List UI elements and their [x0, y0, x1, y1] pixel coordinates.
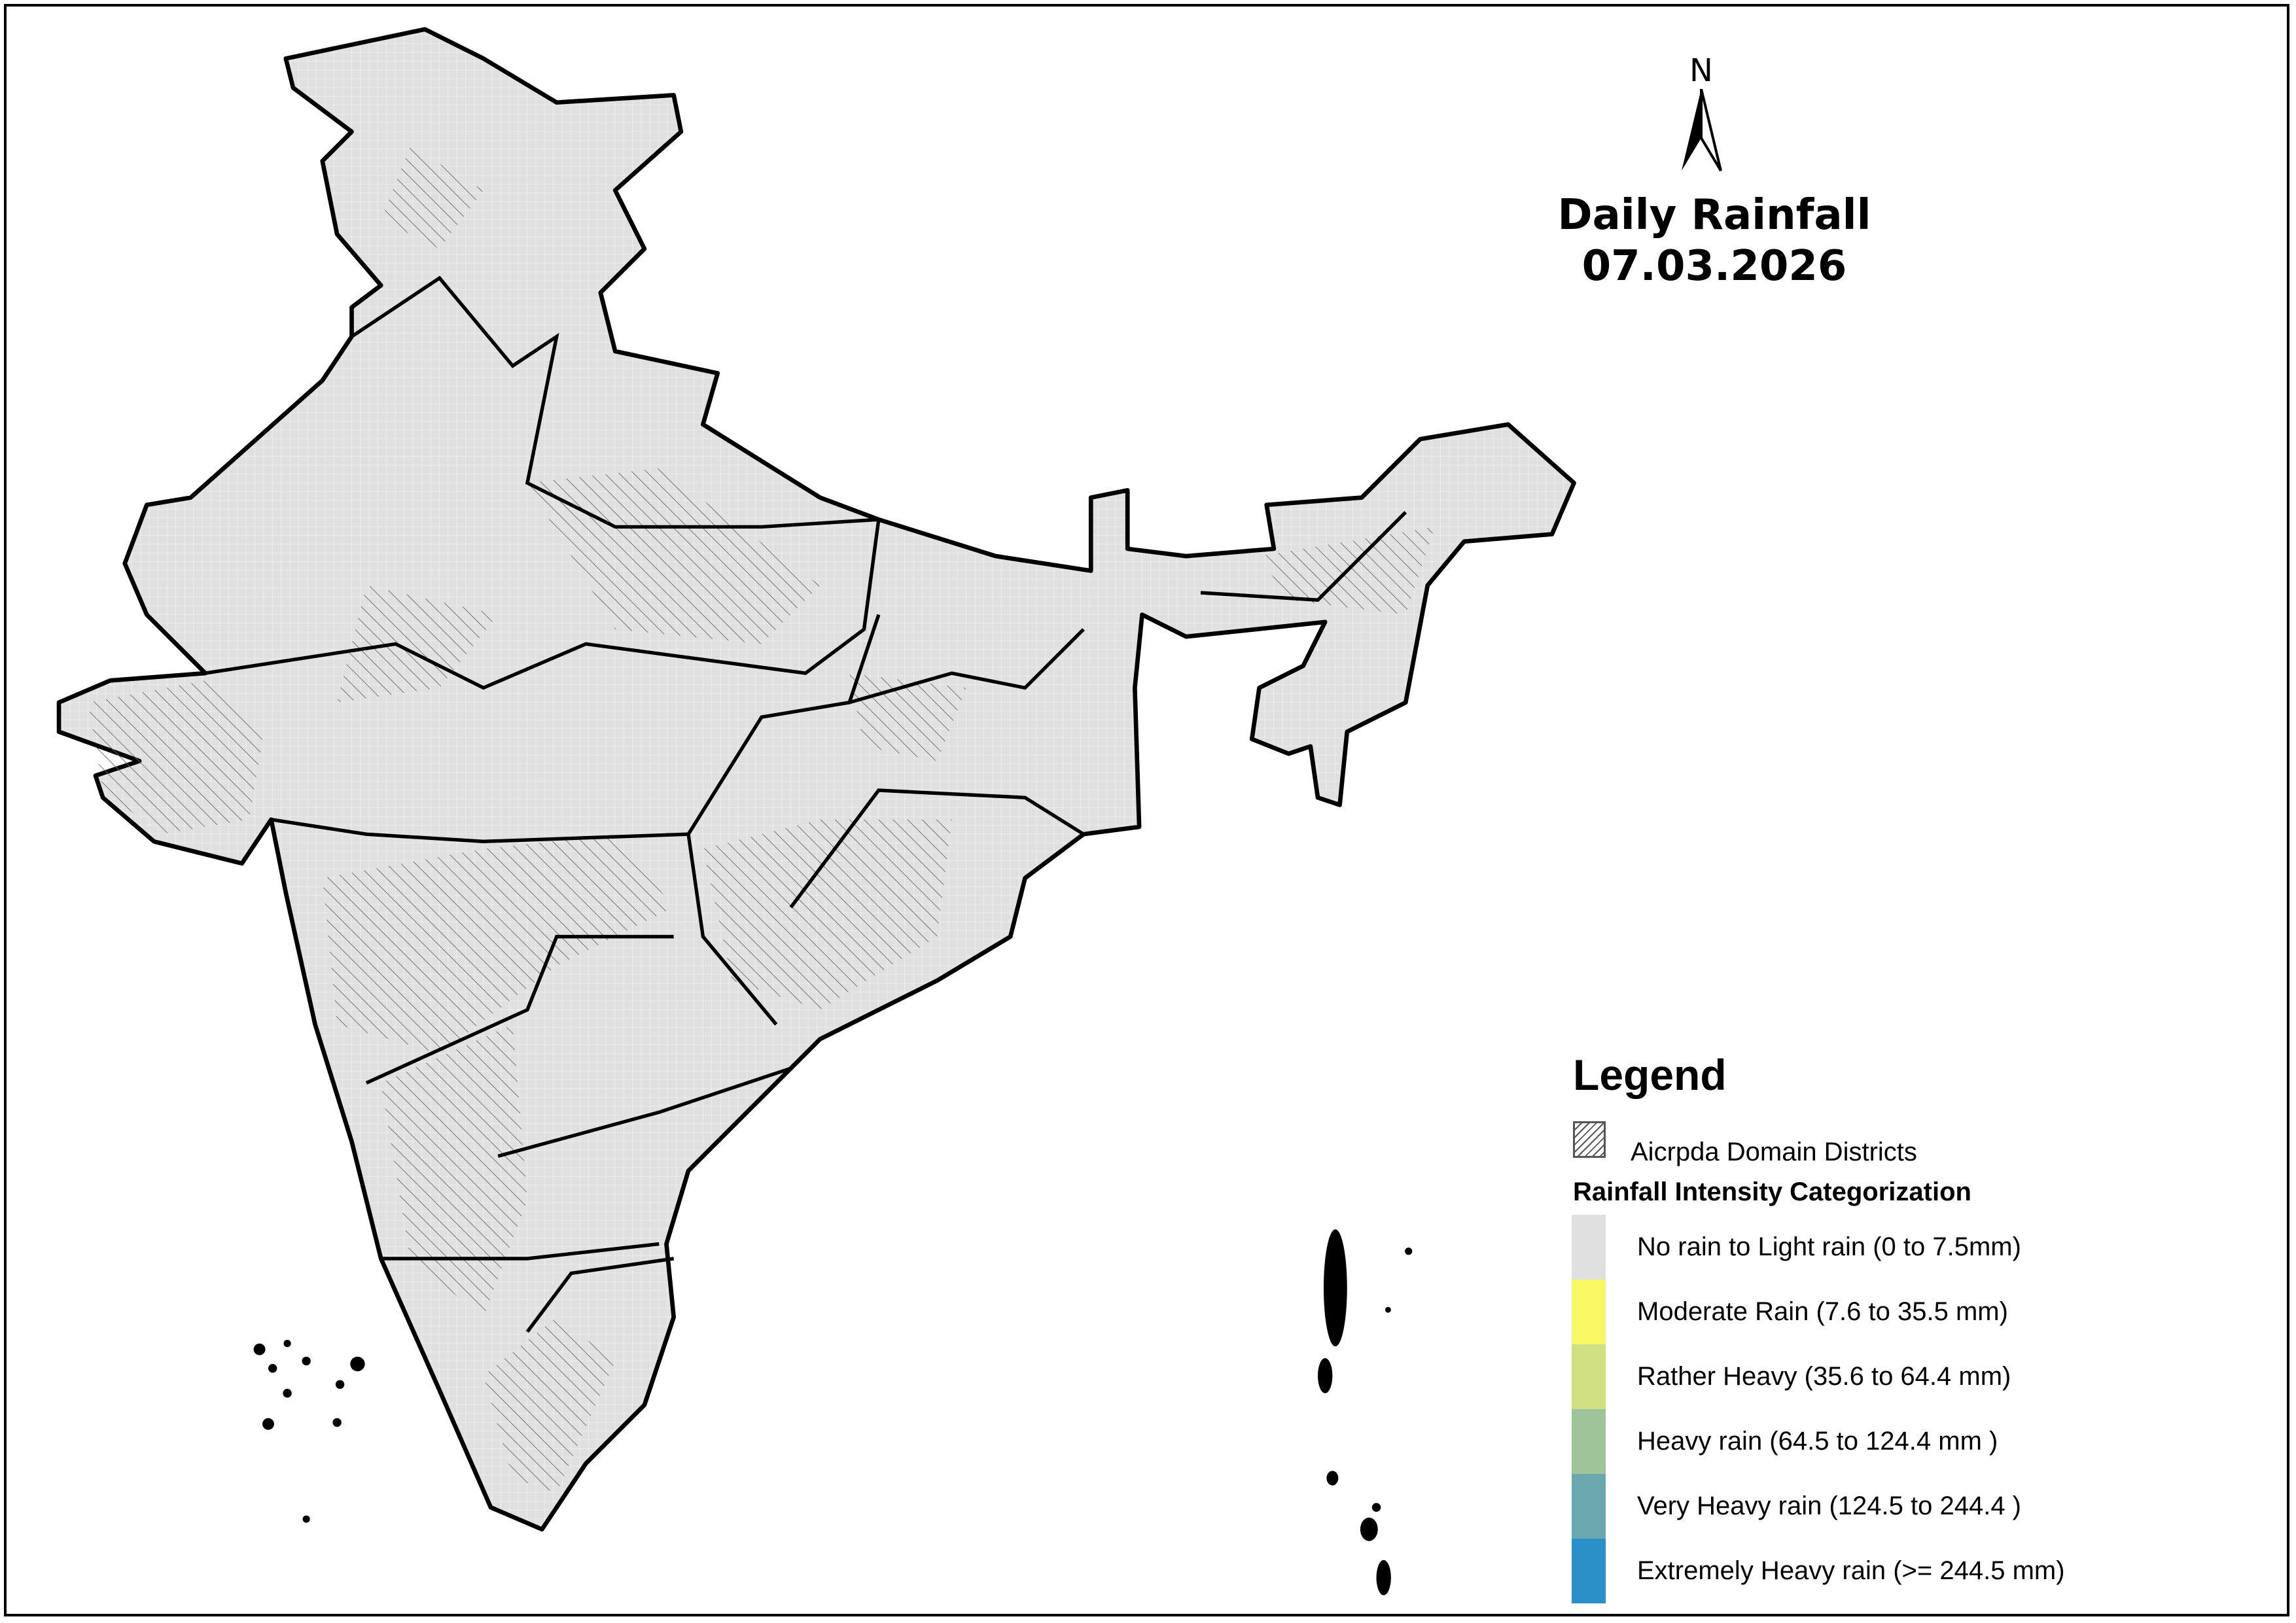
legend-title: Legend	[1573, 1051, 1727, 1099]
legend-item-domain-districts: Aicrpda Domain Districts	[1565, 1111, 2219, 1167]
legend-label: No rain to Light rain (0 to 7.5mm)	[1637, 1232, 2021, 1261]
map-frame	[4, 4, 2289, 1616]
category-list: No rain to Light rain (0 to 7.5mm) Moder…	[1565, 1215, 2219, 1603]
legend-label: Heavy rain (64.5 to 124.4 mm )	[1637, 1427, 1998, 1456]
legend-item: Moderate Rain (7.6 to 35.5 mm)	[1565, 1280, 2219, 1344]
color-swatch	[1572, 1280, 1606, 1344]
state-borders	[205, 275, 1407, 1333]
legend: Legend Aicrpda Domain Districts Rainfall…	[1565, 1050, 2219, 1603]
andaman-nicobar-islands	[1318, 1229, 1413, 1596]
hatch-swatch-icon	[1573, 1121, 1606, 1158]
map-title: Daily Rainfall 07.03.2026	[1505, 190, 1924, 292]
legend-item: Very Heavy rain (124.5 to 244.4 )	[1565, 1474, 2219, 1539]
legend-item: Heavy rain (64.5 to 124.4 mm )	[1565, 1409, 2219, 1474]
north-arrow: N	[1662, 52, 1740, 184]
color-swatch	[1572, 1215, 1606, 1280]
legend-label: Moderate Rain (7.6 to 35.5 mm)	[1637, 1297, 2008, 1326]
color-swatch	[1572, 1539, 1606, 1603]
color-swatch	[1572, 1409, 1606, 1474]
legend-label: Very Heavy rain (124.5 to 244.4 )	[1637, 1492, 2021, 1520]
title-date: 07.03.2026	[1581, 242, 1847, 290]
title-line-1: Daily Rainfall	[1557, 191, 1871, 239]
north-arrow-icon	[1682, 88, 1722, 172]
legend-label: Extremely Heavy rain (>= 244.5 mm)	[1637, 1556, 2065, 1585]
india-mainland	[56, 27, 1576, 1532]
aicrpda-domain-hatched-areas	[88, 146, 1435, 1493]
legend-item: Rather Heavy (35.6 to 64.4 mm)	[1565, 1344, 2219, 1409]
legend-item: Extremely Heavy rain (>= 244.5 mm)	[1565, 1539, 2219, 1603]
color-swatch	[1572, 1474, 1606, 1539]
lakshadweep-islands	[253, 1340, 365, 1523]
legend-label: Rather Heavy (35.6 to 64.4 mm)	[1637, 1362, 2011, 1391]
category-title: Rainfall Intensity Categorization	[1573, 1178, 1971, 1206]
north-label: N	[1689, 52, 1713, 89]
color-swatch	[1572, 1344, 1606, 1409]
legend-item: No rain to Light rain (0 to 7.5mm)	[1565, 1215, 2219, 1280]
legend-label: Aicrpda Domain Districts	[1631, 1138, 1917, 1166]
